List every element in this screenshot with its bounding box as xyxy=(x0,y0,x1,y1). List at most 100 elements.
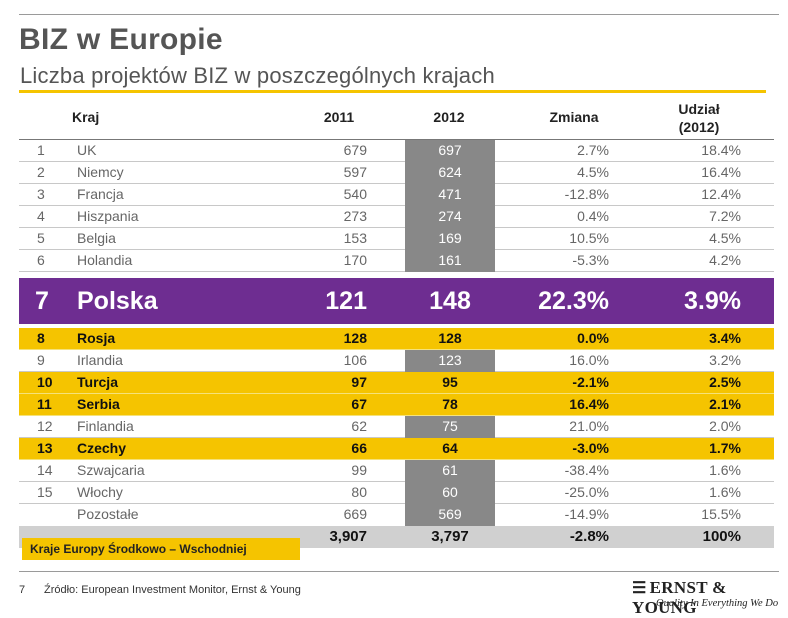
page-number: 7 xyxy=(19,584,26,596)
row-2012: 61 xyxy=(405,460,495,482)
header-zmiana: Zmiana xyxy=(549,109,599,125)
row-2011: 170 xyxy=(343,252,367,268)
row-2011: 66 xyxy=(351,440,367,456)
row-2011: 97 xyxy=(351,374,367,390)
table-row: 5 Belgia 153 169 10.5% 4.5% xyxy=(19,228,774,250)
row-country: Holandia xyxy=(77,252,133,268)
row-change: 16.4% xyxy=(569,396,609,412)
row-country: Finlandia xyxy=(77,418,134,434)
row-change: 22.3% xyxy=(538,287,609,315)
gold-rule xyxy=(19,90,766,93)
table-row: 9 Irlandia 106 123 16.0% 3.2% xyxy=(19,350,774,372)
table-row: 12 Finlandia 62 75 21.0% 2.0% xyxy=(19,416,774,438)
row-rank: 9 xyxy=(37,352,45,368)
row-2012: 78 xyxy=(442,396,458,412)
row-rank: 14 xyxy=(37,462,53,478)
row-share: 1.6% xyxy=(709,484,741,500)
row-country: Szwajcaria xyxy=(77,462,145,478)
row-change: -14.9% xyxy=(564,506,609,522)
table-row: 2 Niemcy 597 624 4.5% 16.4% xyxy=(19,162,774,184)
table-row: 13 Czechy 66 64 -3.0% 1.7% xyxy=(19,438,774,460)
row-share: 4.2% xyxy=(709,252,741,268)
row-country: Francja xyxy=(77,186,124,202)
row-country: Pozostałe xyxy=(77,506,139,522)
row-2012: 128 xyxy=(438,330,462,346)
source-note: Źródło: European Investment Monitor, Ern… xyxy=(44,584,301,596)
row-share: 1.6% xyxy=(709,462,741,478)
row-2012: 169 xyxy=(405,228,495,250)
table-header: Kraj 2011 2012 Zmiana Udział (2012) xyxy=(19,96,774,140)
table-row: 4 Hiszpania 273 274 0.4% 7.2% xyxy=(19,206,774,228)
table-row: 8 Rosja 128 128 0.0% 3.4% xyxy=(19,328,774,350)
row-2011: 106 xyxy=(343,352,367,368)
row-rank: 5 xyxy=(37,230,45,246)
page-title: BIZ w Europie xyxy=(19,23,223,56)
legend-cee: Kraje Europy Środkowo – Wschodniej xyxy=(22,538,300,560)
row-rank: 3 xyxy=(37,186,45,202)
row-share: 18.4% xyxy=(701,142,741,158)
bottom-rule xyxy=(19,571,779,572)
row-share: 3.2% xyxy=(709,352,741,368)
row-change: -38.4% xyxy=(564,462,609,478)
row-2012: 95 xyxy=(442,374,458,390)
row-country: Hiszpania xyxy=(77,208,139,224)
logo-tagline: Quality In Everything We Do xyxy=(656,598,779,609)
row-2011: 679 xyxy=(343,142,367,158)
row-2012: 64 xyxy=(442,440,458,456)
row-2011: 80 xyxy=(351,484,367,500)
total-change: -2.8% xyxy=(569,528,609,545)
row-2012: 60 xyxy=(405,482,495,504)
table-row: 7 Polska 121 148 22.3% 3.9% xyxy=(19,278,774,324)
row-country: Rosja xyxy=(77,330,116,346)
row-share: 2.5% xyxy=(709,374,741,390)
row-change: -3.0% xyxy=(572,440,609,456)
table-row: 6 Holandia 170 161 -5.3% 4.2% xyxy=(19,250,774,272)
row-2012: 75 xyxy=(405,416,495,438)
header-2012: 2012 xyxy=(433,109,465,125)
row-change: -5.3% xyxy=(572,252,609,268)
row-2012: 569 xyxy=(405,504,495,527)
row-rank: 12 xyxy=(37,418,53,434)
row-2012: 123 xyxy=(405,350,495,372)
row-country: Włochy xyxy=(77,484,123,500)
row-country: Serbia xyxy=(77,396,120,412)
row-country: Belgia xyxy=(77,230,116,246)
row-change: -25.0% xyxy=(564,484,609,500)
row-country: Niemcy xyxy=(77,164,124,180)
row-share: 3.4% xyxy=(709,330,741,346)
ernst-young-logo: ☰ ERNST & YOUNG xyxy=(632,578,788,618)
row-2011: 153 xyxy=(343,230,367,246)
row-rank: 15 xyxy=(37,484,53,500)
row-rank: 2 xyxy=(37,164,45,180)
table-row: 11 Serbia 67 78 16.4% 2.1% xyxy=(19,394,774,416)
row-2012: 274 xyxy=(405,206,495,228)
row-country: Polska xyxy=(77,287,158,315)
row-2012: 471 xyxy=(405,184,495,206)
row-share: 2.0% xyxy=(709,418,741,434)
row-change: 0.0% xyxy=(577,330,609,346)
row-rank: 13 xyxy=(37,440,53,456)
row-2011: 597 xyxy=(343,164,367,180)
row-rank: 6 xyxy=(37,252,45,268)
row-2011: 669 xyxy=(343,506,367,522)
row-2011: 273 xyxy=(343,208,367,224)
row-change: 21.0% xyxy=(569,418,609,434)
row-rank: 11 xyxy=(37,396,52,412)
logo-text: ERNST & YOUNG xyxy=(632,578,727,617)
total-2011: 3,907 xyxy=(329,528,367,545)
page-subtitle: Liczba projektów BIZ w poszczególnych kr… xyxy=(20,63,495,88)
row-2011: 67 xyxy=(351,396,367,412)
row-2011: 121 xyxy=(325,287,367,315)
row-rank: 4 xyxy=(37,208,45,224)
row-change: -2.1% xyxy=(572,374,609,390)
header-2011: 2011 xyxy=(323,109,355,125)
row-rank: 8 xyxy=(37,330,45,346)
total-share: 100% xyxy=(702,528,741,545)
row-change: 10.5% xyxy=(569,230,609,246)
row-change: 16.0% xyxy=(569,352,609,368)
row-2012: 161 xyxy=(405,250,495,272)
row-share: 15.5% xyxy=(701,506,741,522)
row-2011: 540 xyxy=(343,186,367,202)
row-country: UK xyxy=(77,142,97,158)
row-change: 0.4% xyxy=(577,208,609,224)
